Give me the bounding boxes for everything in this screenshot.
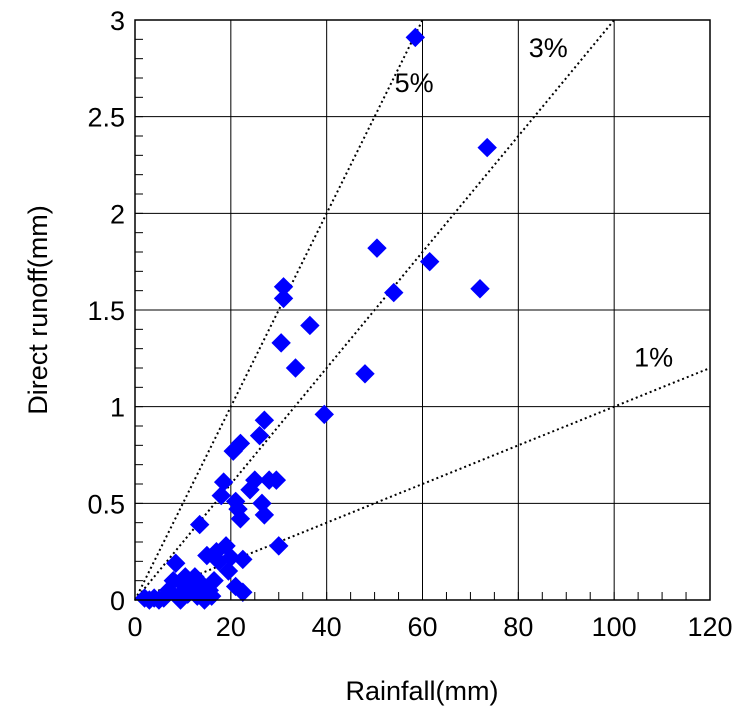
data-point: [419, 251, 440, 272]
y-tick-label: 2: [110, 199, 125, 229]
x-tick-label: 100: [592, 612, 637, 642]
data-point: [213, 472, 234, 492]
x-tick-label: 120: [687, 612, 732, 642]
data-point: [221, 547, 241, 568]
data-point: [189, 514, 210, 535]
data-point: [285, 358, 306, 378]
x-tick-label: 0: [127, 612, 142, 642]
data-point: [254, 410, 275, 430]
x-tick-label: 80: [503, 612, 533, 642]
data-point: [249, 425, 270, 446]
data-points: [134, 27, 497, 610]
data-point: [211, 485, 231, 506]
data-point: [271, 333, 291, 353]
plot-frame: [134, 19, 711, 601]
data-point: [355, 364, 375, 384]
y-tick-labels: 0 0.5 1 1.5 2 2.5 3: [87, 6, 125, 616]
reference-line: [134, 367, 711, 601]
grid: [134, 19, 711, 601]
data-point: [254, 505, 275, 525]
reference-line-labels: 5% 3% 1%: [395, 33, 674, 372]
x-tick-label: 20: [216, 612, 246, 642]
data-point: [273, 288, 294, 309]
data-point: [233, 549, 253, 570]
data-point: [204, 570, 224, 591]
data-point: [367, 238, 387, 258]
x-tick-label: 60: [407, 612, 437, 642]
data-point: [470, 279, 490, 299]
x-tick-label: 40: [312, 612, 342, 642]
data-point: [314, 404, 334, 425]
y-axis-title: Direct runoff(mm): [23, 205, 53, 415]
reference-lines: [134, 19, 711, 601]
x-axis-title: Rainfall(mm): [345, 676, 498, 706]
x-tick-labels: 0 20 40 60 80 100 120: [127, 612, 732, 642]
data-point: [273, 277, 294, 297]
reference-line-label: 3%: [529, 33, 568, 63]
y-tick-label: 2.5: [87, 103, 125, 133]
data-point: [269, 536, 289, 556]
data-point: [233, 582, 253, 602]
data-point: [230, 433, 251, 454]
data-point: [384, 282, 404, 303]
reference-line-label: 1%: [634, 342, 673, 372]
data-point: [218, 561, 239, 581]
data-point: [266, 470, 287, 490]
data-point: [405, 27, 426, 48]
data-point: [300, 315, 320, 336]
data-point: [245, 470, 265, 490]
y-tick-label: 1: [110, 393, 125, 423]
y-tick-label: 1.5: [87, 296, 125, 326]
data-point: [166, 553, 186, 573]
y-tick-label: 3: [110, 6, 125, 36]
data-point: [477, 137, 497, 158]
y-tick-label: 0.5: [87, 489, 125, 519]
reference-line: [134, 19, 615, 601]
data-point: [230, 509, 251, 529]
y-tick-label: 0: [110, 586, 125, 616]
reference-line-label: 5%: [395, 68, 434, 98]
